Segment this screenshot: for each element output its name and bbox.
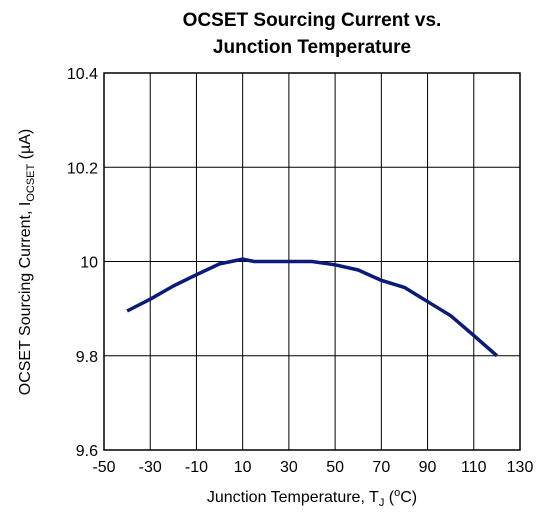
y-tick-label: 9.6: [76, 443, 98, 460]
x-tick-label: 70: [372, 459, 390, 476]
x-axis-label: Junction Temperature, TJ (oC): [207, 487, 417, 509]
plot-border: [103, 72, 521, 451]
y-tick-label: 10.4: [67, 66, 98, 83]
y-axis-label-sub: OCSET: [25, 163, 37, 201]
x-axis-label-sub: J: [379, 497, 385, 509]
y-axis-label-text: (µA): [17, 129, 34, 164]
y-tick-label: 10: [80, 255, 98, 272]
data-line: [126, 257, 499, 358]
x-tick-label: 130: [507, 459, 534, 476]
x-tick-label: 90: [419, 459, 437, 476]
y-axis-label: OCSET Sourcing Current, IOCSET (µA): [17, 129, 37, 395]
x-axis-label-text: (: [384, 489, 394, 506]
y-tick-label: 10.2: [67, 160, 98, 177]
x-axis-label-text: Junction Temperature, T: [207, 489, 379, 506]
x-tick-label: 110: [461, 459, 487, 476]
chart-title: OCSET Sourcing Current vs.: [183, 10, 442, 31]
x-tick-label: -50: [92, 459, 115, 476]
x-tick-label: -10: [185, 459, 208, 476]
chart-title: Junction Temperature: [213, 37, 411, 58]
x-axis-label-sup: o: [394, 487, 400, 499]
x-axis-label-text: C): [400, 489, 417, 506]
y-axis-label-text: OCSET Sourcing Current, I: [17, 202, 34, 396]
x-tick-label: 10: [234, 459, 252, 476]
y-tick-label: 9.8: [76, 349, 98, 366]
x-tick-label: -30: [139, 459, 162, 476]
x-tick-label: 30: [280, 459, 298, 476]
x-tick-label: 50: [326, 459, 344, 476]
